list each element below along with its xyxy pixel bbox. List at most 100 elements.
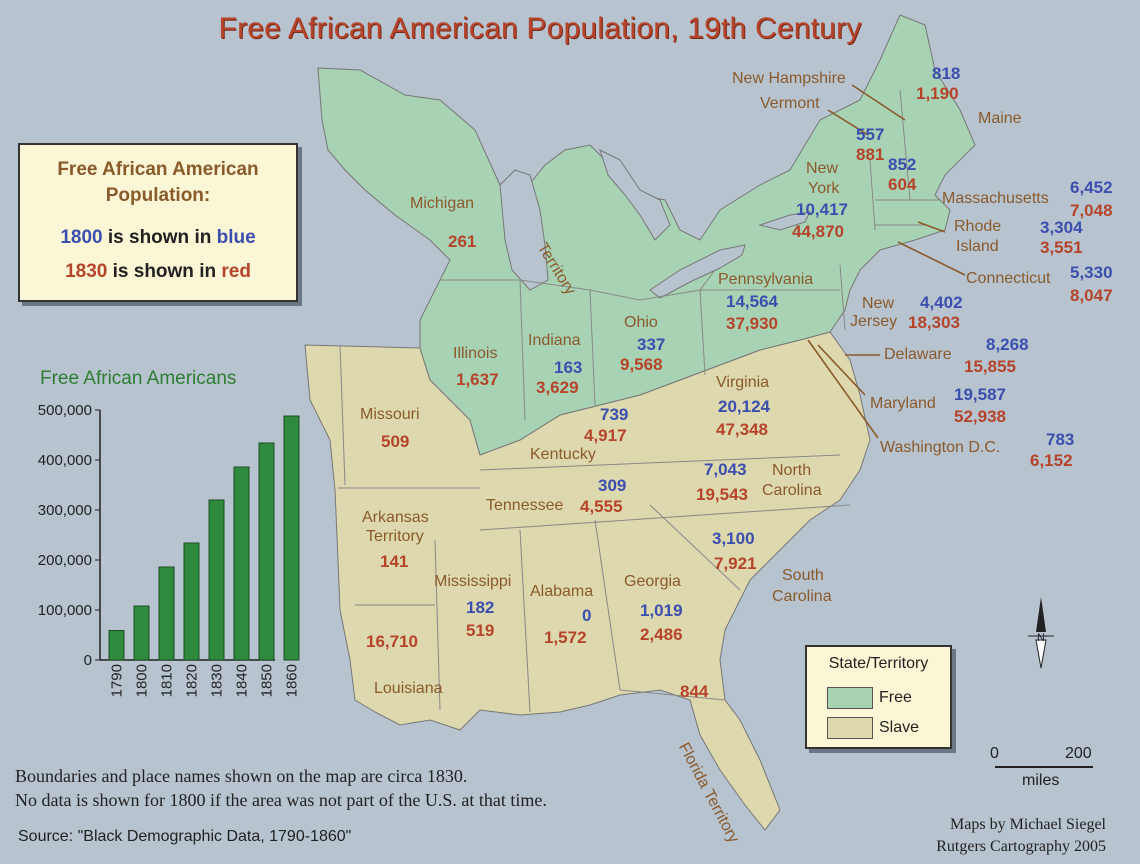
map-legend-title: State/Territory (828, 655, 929, 672)
north-label: N (1037, 632, 1045, 644)
slave-swatch (827, 717, 873, 739)
illinois-label: Illinois (453, 345, 498, 362)
scale-end: 200 (1065, 745, 1092, 762)
scale-unit: miles (1022, 772, 1060, 789)
indiana-v1830: 3,629 (536, 378, 579, 397)
credit-line2: Rutgers Cartography 2005 (936, 838, 1106, 855)
x-tick-label: 1840 (234, 664, 251, 697)
vermont-v1800: 557 (856, 125, 885, 144)
kentucky-v1800: 739 (600, 405, 629, 424)
virginia-v1830: 47,348 (716, 420, 768, 439)
legend-heading-line1: Free African American (57, 159, 259, 180)
new-jersey-label: Jersey (850, 313, 898, 330)
new-jersey-v1800: 4,402 (920, 293, 963, 312)
color-legend: Free African American Population: 1800 i… (18, 143, 298, 302)
north-arrow: N (1028, 597, 1054, 669)
y-tick-label: 200,000 (38, 552, 92, 569)
michigan-territory-label: Territory (533, 240, 579, 299)
credit-line1: Maps by Michael Siegel (950, 816, 1106, 833)
kentucky-v1830: 4,917 (584, 426, 627, 445)
florida-v1830: 844 (680, 682, 709, 701)
connecticut-label: Connecticut (966, 270, 1051, 287)
x-tick-label: 1790 (109, 664, 126, 697)
y-tick-label: 100,000 (38, 602, 92, 619)
y-tick-label: 400,000 (38, 452, 92, 469)
bar-1850 (258, 442, 275, 661)
x-tick-label: 1800 (134, 664, 151, 697)
south-carolina-v1830: 7,921 (714, 554, 757, 573)
bar-1830 (208, 499, 225, 661)
legend-heading-line2: Population: (105, 185, 211, 206)
new-jersey-label: New (862, 295, 895, 312)
note-line1: Boundaries and place names shown on the … (15, 766, 468, 786)
free-swatch (827, 687, 873, 709)
maryland-label: Maryland (870, 395, 936, 412)
nh-values-v1830: 604 (888, 175, 917, 194)
virginia-v1800: 20,124 (718, 397, 770, 416)
x-tick-label: 1830 (209, 664, 226, 697)
rhode-island-label: Rhode (954, 218, 1002, 235)
vermont-label: Vermont (760, 95, 820, 112)
y-tick-label: 500,000 (38, 402, 92, 419)
north-carolina-label: Carolina (762, 482, 822, 499)
south-carolina-v1800: 3,100 (712, 529, 755, 548)
maine-v1800: 818 (932, 64, 961, 83)
kentucky-label: Kentucky (530, 446, 596, 463)
missouri-label: Missouri (360, 406, 420, 423)
south-carolina-label: Carolina (772, 588, 832, 605)
pennsylvania-v1830: 37,930 (726, 314, 778, 333)
maine-label: Maine (978, 110, 1022, 127)
legend-1800-mid: is shown in (102, 227, 217, 248)
washington-dc-v1800: 783 (1046, 430, 1075, 449)
legend-1800-year: 1800 (60, 227, 103, 248)
x-tick-label: 1860 (284, 664, 301, 697)
note-line2: No data is shown for 1800 if the area wa… (15, 790, 547, 810)
bar-1810 (158, 566, 175, 661)
north-carolina-label: North (772, 462, 812, 479)
lake-michigan (499, 169, 549, 291)
missouri-v1830: 509 (381, 432, 410, 451)
north-carolina-v1800: 7,043 (704, 460, 747, 479)
massachusetts-v1800: 6,452 (1070, 178, 1113, 197)
georgia-v1800: 1,019 (640, 601, 683, 620)
bar-1840 (233, 466, 250, 661)
new-jersey-v1830: 18,303 (908, 313, 960, 332)
delaware-label: Delaware (884, 346, 952, 363)
tennessee-v1830: 4,555 (580, 497, 623, 516)
rhode-island-label: Island (956, 238, 999, 255)
florida-name-label: Florida Territory (674, 740, 743, 846)
map-title: Free African American Population, 19th C… (218, 12, 862, 45)
connecticut-v1830: 8,047 (1070, 286, 1113, 305)
scale-start: 0 (990, 745, 999, 762)
new-york-label: York (808, 180, 840, 197)
arkansas-v1830: 141 (380, 552, 409, 571)
x-tick-label: 1820 (184, 664, 201, 697)
michigan-v1830: 261 (448, 232, 477, 251)
washington-dc-label: Washington D.C. (880, 439, 1001, 456)
north-carolina-v1830: 19,543 (696, 485, 748, 504)
pennsylvania-label: Pennsylvania (718, 271, 814, 288)
map-legend: State/Territory Free Slave (805, 645, 952, 749)
louisiana-label: Louisiana (374, 680, 443, 697)
arkansas-label: Territory (366, 528, 424, 545)
tennessee-v1800: 309 (598, 476, 627, 495)
legend-1800-line: 1800 is shown in blue (20, 227, 296, 249)
new-york-label: New (806, 160, 839, 177)
georgia-label: Georgia (624, 573, 681, 590)
indiana-v1800: 163 (554, 358, 583, 377)
ohio-label: Ohio (624, 314, 658, 331)
massachusetts-label: Massachusetts (942, 190, 1049, 207)
south-carolina-label: South (782, 567, 824, 584)
y-tick-label: 0 (84, 652, 92, 669)
ohio-v1830: 9,568 (620, 355, 663, 374)
nh-values-v1800: 852 (888, 155, 917, 174)
source-text: Source: "Black Demographic Data, 1790-18… (18, 828, 352, 845)
bar-1790 (108, 630, 125, 661)
x-tick-label: 1850 (259, 664, 276, 697)
lake-ontario (758, 211, 811, 231)
legend-1800-color: blue (216, 227, 256, 248)
connecticut-v1800: 5,330 (1070, 263, 1113, 282)
